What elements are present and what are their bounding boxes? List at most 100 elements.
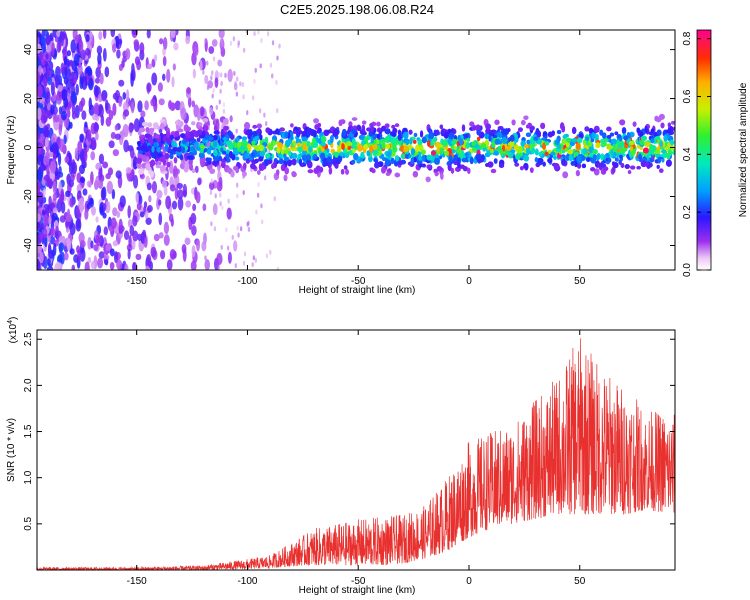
heatmap-cell [132, 230, 139, 242]
heatmap-cell [316, 129, 321, 134]
heatmap-cell [154, 157, 159, 162]
heatmap-cell [276, 146, 281, 154]
heatmap-cell [188, 151, 194, 157]
heatmap-cell [385, 172, 391, 176]
heatmap-cell [257, 170, 261, 175]
heatmap-cell [71, 161, 78, 175]
heatmap-cell [506, 128, 511, 132]
heatmap-cell [212, 56, 216, 62]
heatmap-cell [447, 163, 452, 172]
heatmap-cell [139, 211, 145, 218]
heatmap-cell [291, 158, 297, 166]
heatmap-cell [114, 124, 119, 131]
heatmap-cell [280, 148, 285, 155]
heatmap-cell [87, 257, 92, 264]
heatmap-cell [181, 146, 186, 154]
heatmap-cell [119, 195, 126, 208]
heatmap-cell [501, 128, 507, 135]
heatmap-cell [369, 145, 374, 154]
heatmap-cell [179, 154, 184, 161]
heatmap-cell [469, 121, 475, 127]
heatmap-cell [150, 246, 157, 258]
x-tick-label: -100 [237, 276, 257, 287]
heatmap-cell [286, 159, 293, 167]
heatmap-cell [619, 119, 626, 126]
heatmap-cell [148, 195, 152, 203]
heatmap-cell [214, 193, 217, 199]
heatmap-cell [84, 261, 90, 270]
heatmap-cell [51, 133, 58, 145]
heatmap-cell [215, 105, 218, 111]
heatmap-cell [430, 150, 437, 156]
heatmap-cell [53, 264, 60, 270]
heatmap-cell [98, 31, 103, 41]
heatmap-cell [385, 128, 390, 134]
heatmap-cell [242, 190, 245, 196]
heatmap-cell [490, 168, 497, 174]
heatmap-cell [440, 172, 444, 180]
heatmap-cell [247, 226, 251, 232]
heatmap-cell [100, 187, 105, 201]
heatmap-cell [125, 167, 132, 174]
heatmap-cell [209, 168, 216, 175]
heatmap-cell [222, 102, 226, 108]
heatmap-cell [79, 177, 86, 184]
heatmap-cell [191, 121, 196, 126]
heatmap-cell [660, 122, 665, 129]
heatmap-cell [93, 122, 100, 132]
heatmap-cell [77, 63, 83, 76]
heatmap-cell [271, 163, 275, 169]
heatmap-cell [88, 181, 92, 188]
heatmap-cell [239, 226, 243, 232]
heatmap-cell [499, 149, 504, 156]
heatmap-cell [70, 39, 77, 54]
heatmap-cell [218, 155, 223, 162]
heatmap-cell [44, 151, 50, 165]
heatmap-cell [90, 260, 96, 270]
heatmap-cell [201, 130, 206, 138]
heatmap-cell [52, 207, 58, 214]
heatmap-cell [48, 251, 54, 259]
heatmap-cell [337, 148, 342, 153]
heatmap-cell [196, 137, 201, 142]
heatmap-cell [85, 34, 90, 43]
heatmap-cell [654, 136, 661, 141]
heatmap-cell [330, 148, 335, 154]
heatmap-cell [421, 136, 427, 144]
heatmap-cell [172, 63, 176, 71]
heatmap-cell [593, 125, 600, 133]
heatmap-cell [612, 146, 617, 153]
heatmap-cell [476, 129, 482, 136]
heatmap-cell [530, 147, 536, 155]
heatmap-cell [59, 138, 65, 152]
heatmap-cell [63, 97, 69, 108]
heatmap-cell [145, 217, 152, 226]
heatmap-cell [125, 89, 130, 103]
heatmap-cell [296, 146, 302, 152]
heatmap-cell [150, 159, 156, 167]
heatmap-cell [542, 131, 548, 136]
heatmap-cell [258, 156, 264, 162]
heatmap-cell [232, 36, 236, 42]
heatmap-cell [413, 132, 418, 138]
heatmap-cell [374, 160, 379, 168]
heatmap-cell [342, 128, 347, 136]
heatmap-cell [352, 141, 358, 146]
heatmap-cell [595, 142, 601, 149]
heatmap-cell [208, 181, 215, 191]
heatmap-cell [106, 180, 113, 195]
heatmap-cell [225, 149, 230, 154]
heatmap-cell [400, 153, 406, 159]
heatmap-cell [547, 157, 553, 164]
heatmap-cell [123, 230, 130, 241]
heatmap-cell [172, 165, 178, 180]
colorbar-tick-label: 0.8 [682, 31, 693, 45]
heatmap-cell [107, 167, 114, 176]
heatmap-cell [266, 31, 270, 37]
heatmap-cell [165, 195, 172, 210]
heatmap-cell [209, 107, 214, 116]
heatmap-cell [111, 43, 117, 53]
heatmap-cell [284, 131, 289, 139]
heatmap-cell [260, 37, 263, 43]
heatmap-cell [268, 144, 274, 151]
